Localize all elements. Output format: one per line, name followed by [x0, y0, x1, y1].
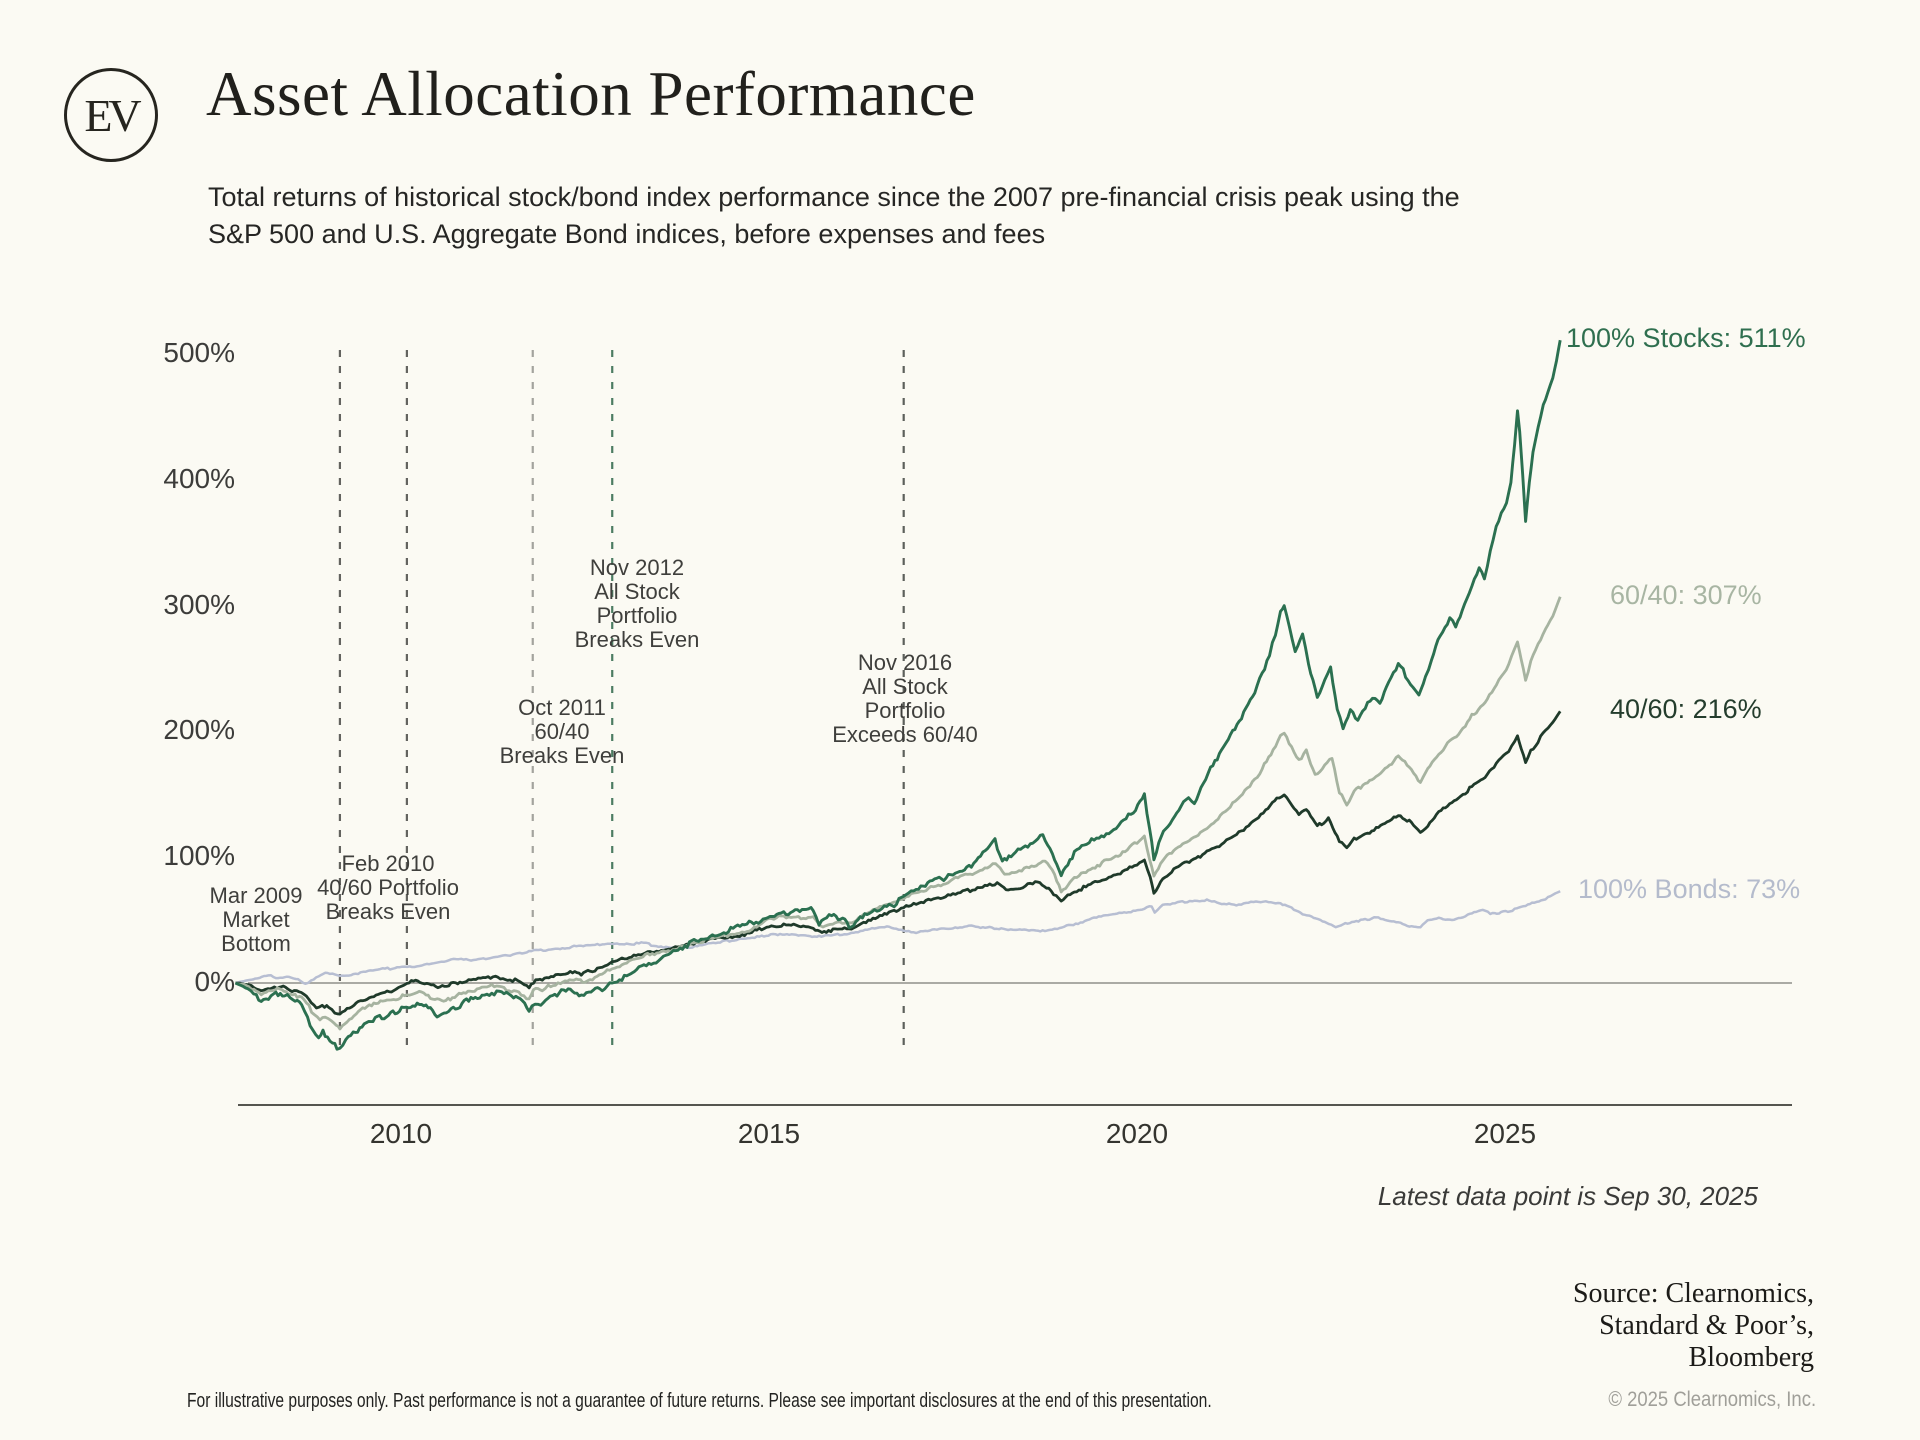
- event-annotation-4: Nov 2016 All Stock Portfolio Exceeds 60/…: [832, 650, 978, 747]
- subtitle-line-1: Total returns of historical stock/bond i…: [208, 182, 1460, 212]
- y-tick-label-3: 300%: [163, 588, 235, 620]
- x-tick-label-0: 2010: [369, 1118, 433, 1149]
- source-line-3: Bloomberg: [1688, 1342, 1814, 1373]
- subtitle-line-2: S&P 500 and U.S. Aggregate Bond indices,…: [208, 219, 1046, 249]
- y-tick-label-1: 100%: [163, 840, 235, 872]
- event-annotation-3: Nov 2012 All Stock Portfolio Breaks Even: [574, 555, 700, 652]
- y-tick-label-2: 200%: [163, 714, 235, 746]
- series-end-label-3: 100% Stocks: 511%: [1566, 323, 1806, 354]
- x-tick-label-2: 2020: [1105, 1118, 1169, 1149]
- x-tick-label-3: 2025: [1473, 1118, 1537, 1149]
- series-end-label-1: 40/60: 216%: [1610, 694, 1762, 725]
- y-tick-label-0: 0%: [194, 966, 235, 997]
- series-line-40-60: [235, 710, 1562, 1016]
- event-annotation-2: Oct 2011 60/40 Breaks Even: [499, 695, 625, 768]
- source-line-1: Source: Clearnomics,: [1572, 1278, 1814, 1309]
- logo-text: EV: [84, 89, 141, 141]
- copyright-text: © 2025 Clearnomics, Inc.: [1608, 1388, 1816, 1411]
- series-line-100-bonds: [235, 890, 1561, 986]
- series-end-label-0: 100% Bonds: 73%: [1578, 874, 1801, 905]
- y-tick-label-5: 500%: [163, 337, 235, 368]
- event-annotation-1: Feb 2010 40/60 Portfolio Breaks Even: [317, 851, 459, 924]
- latest-data-note: Latest data point is Sep 30, 2025: [1377, 1181, 1758, 1211]
- disclaimer-text: For illustrative purposes only. Past per…: [187, 1390, 1212, 1412]
- x-tick-label-1: 2015: [737, 1118, 801, 1149]
- source-line-2: Standard & Poor’s,: [1599, 1310, 1814, 1341]
- event-annotation-0: Mar 2009 Market Bottom: [209, 883, 303, 956]
- series-line-60-40: [234, 596, 1562, 1031]
- y-tick-label-4: 400%: [163, 462, 235, 494]
- ev-logo-icon: EV: [64, 68, 158, 162]
- series-line-100-stocks: [234, 339, 1562, 1051]
- series-end-label-2: 60/40: 307%: [1610, 579, 1762, 610]
- page-subtitle: Total returns of historical stock/bond i…: [208, 179, 1460, 253]
- page-title: Asset Allocation Performance: [206, 59, 976, 129]
- source-credit: Source: Clearnomics, Standard & Poor’s, …: [1573, 1278, 1814, 1374]
